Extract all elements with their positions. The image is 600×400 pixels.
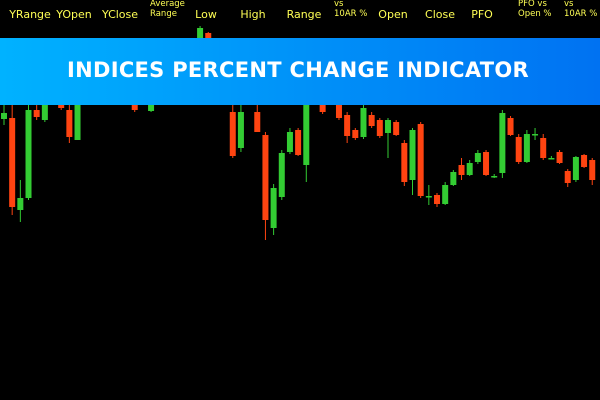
candle-body <box>262 135 269 220</box>
candle-body <box>74 105 81 140</box>
candle-body <box>360 108 367 137</box>
candle-body <box>564 171 571 183</box>
candle-body <box>483 152 490 175</box>
candle-body <box>335 105 342 118</box>
candle-body <box>499 113 506 173</box>
column-label: PFO vs <box>518 0 547 9</box>
column-label: Average <box>150 0 185 9</box>
candle-body <box>442 185 449 204</box>
column-label: Low <box>195 8 217 21</box>
column-label: YClose <box>101 8 138 21</box>
candle-body <box>532 134 539 136</box>
column-label: vs <box>334 0 344 9</box>
column-label: Open % <box>518 9 551 19</box>
candle-body <box>409 130 416 180</box>
column-label: YRange <box>8 8 51 21</box>
column-label: Range <box>150 9 177 19</box>
column-label: Range <box>287 8 322 21</box>
column-label: vs <box>564 0 574 9</box>
candle-body <box>295 130 302 155</box>
candle-body <box>205 33 212 38</box>
candle-body <box>523 134 530 162</box>
candle-body <box>589 160 596 180</box>
candle-body <box>466 163 473 175</box>
candle-body <box>58 105 65 108</box>
column-label: Close <box>425 8 455 21</box>
candle-body <box>66 110 73 137</box>
banner-title: INDICES PERCENT CHANGE INDICATOR <box>67 58 529 82</box>
candle-body <box>515 137 522 162</box>
candle-body <box>303 105 310 165</box>
candle-body <box>474 153 481 162</box>
candle-body <box>17 198 24 210</box>
candle-body <box>9 118 16 207</box>
candle-body <box>572 157 579 180</box>
column-label: PFO <box>471 8 493 21</box>
candle-body <box>507 118 514 135</box>
candle-body <box>581 155 588 167</box>
candle-body <box>33 110 40 117</box>
candle-body <box>237 112 244 148</box>
candle-body <box>41 105 48 120</box>
candle-body <box>434 195 441 204</box>
candle-body <box>425 196 432 198</box>
candle-body <box>25 110 32 198</box>
candle-body <box>540 138 547 158</box>
candle-body <box>548 158 555 160</box>
candle-body <box>131 105 138 110</box>
candle-body <box>417 124 424 196</box>
candle-body <box>352 130 359 138</box>
candle-body <box>458 165 465 175</box>
column-label: High <box>240 8 265 21</box>
candle-body <box>229 112 236 156</box>
candle-body <box>556 152 563 163</box>
candle-body <box>401 143 408 182</box>
column-label: YOpen <box>55 8 92 21</box>
candle-body <box>376 120 383 136</box>
banner <box>0 38 600 105</box>
column-label: Open <box>378 8 407 21</box>
candle-body <box>491 176 498 178</box>
candle-body <box>254 112 261 132</box>
candle-body <box>148 105 155 111</box>
candle-body <box>368 115 375 126</box>
candle-body <box>286 132 293 152</box>
candle-body <box>270 188 277 228</box>
column-label: 10AR % <box>564 9 597 19</box>
candle-body <box>278 153 285 197</box>
candles <box>1 26 596 240</box>
candle-body <box>344 115 351 136</box>
candle-body <box>384 120 391 133</box>
column-label: 10AR % <box>334 9 367 19</box>
candle-body <box>450 172 457 185</box>
candle-body <box>393 122 400 135</box>
candle-body <box>197 28 204 38</box>
candle-body <box>1 113 7 119</box>
candle-body <box>319 105 326 112</box>
